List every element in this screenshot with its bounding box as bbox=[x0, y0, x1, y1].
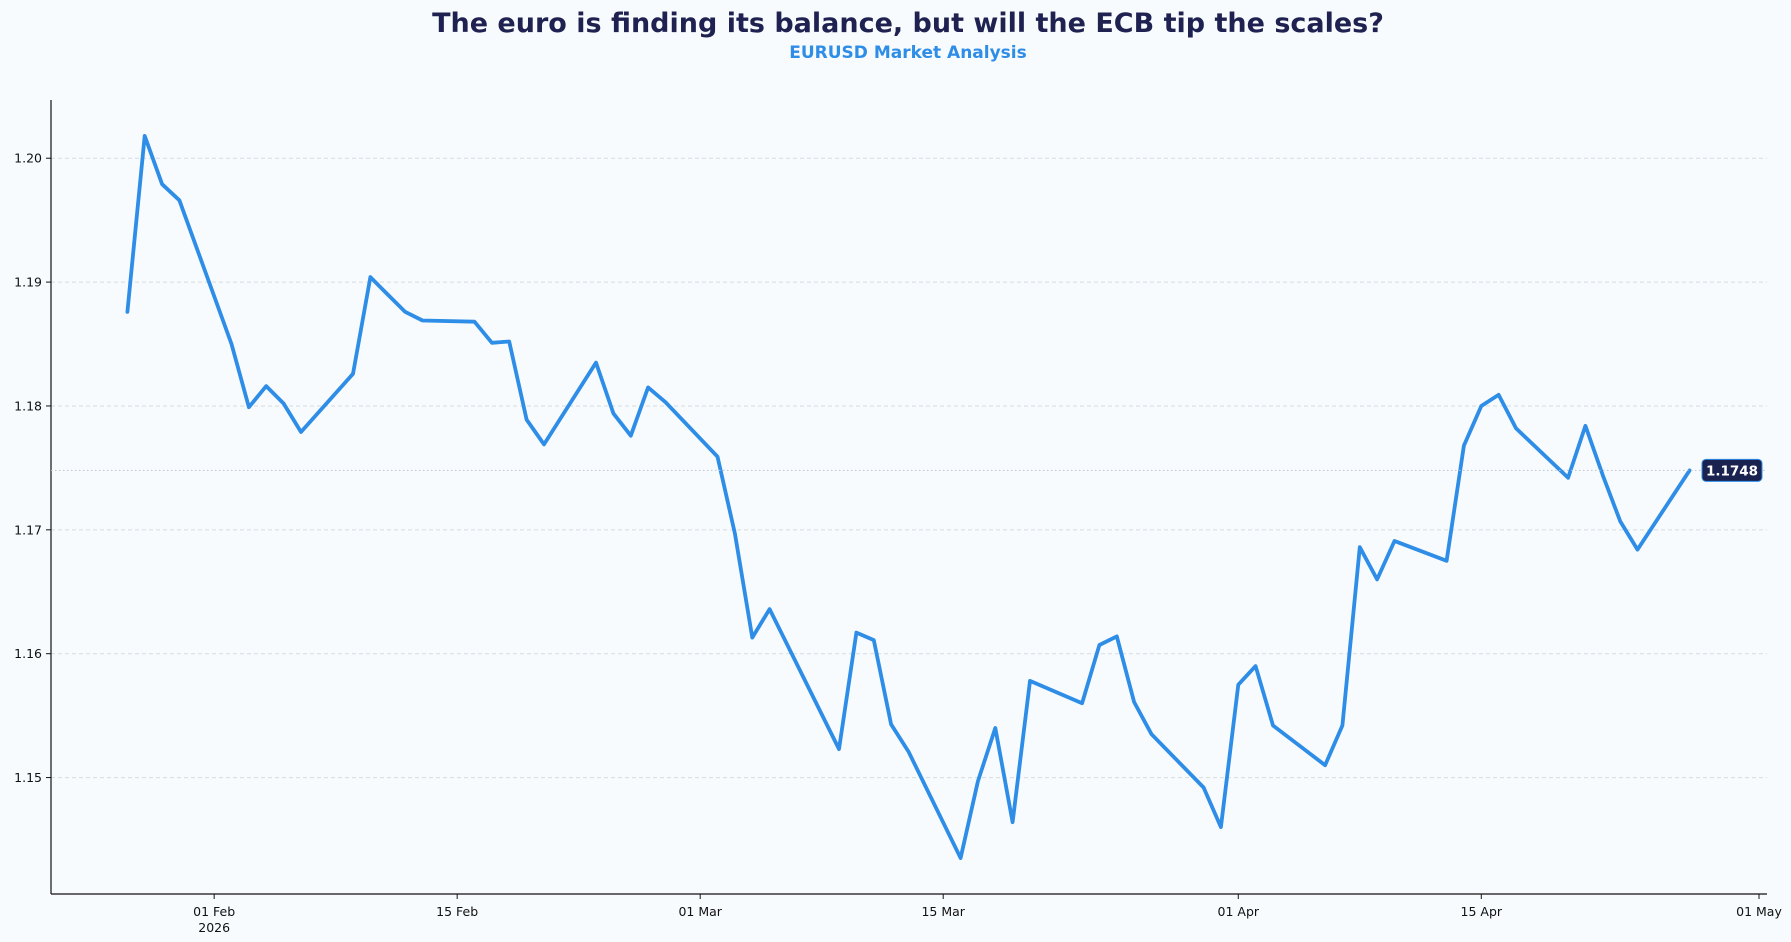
y-tick-label: 1.17 bbox=[14, 522, 42, 537]
y-tick-label: 1.19 bbox=[14, 275, 42, 290]
x-tick-label: 15 Apr bbox=[1461, 904, 1503, 919]
x-tick-label: 01 May bbox=[1736, 904, 1782, 919]
chart-title: The euro is finding its balance, but wil… bbox=[432, 8, 1384, 39]
x-tick-label: 15 Mar bbox=[921, 904, 965, 919]
chart-subtitle: EURUSD Market Analysis bbox=[789, 43, 1027, 63]
series-group bbox=[125, 133, 1692, 860]
axes bbox=[46, 100, 1767, 899]
y-tick-label: 1.15 bbox=[14, 770, 42, 785]
eurusd-line bbox=[125, 133, 1692, 860]
last-value-badge: 1.1748 bbox=[51, 458, 1767, 482]
x-tick-label: 01 Apr bbox=[1218, 904, 1260, 919]
x-tick-label: 01 Mar bbox=[678, 904, 722, 919]
x-tick-label: 01 Feb bbox=[193, 904, 235, 919]
y-tick-label: 1.20 bbox=[14, 151, 42, 166]
last-value-label: 1.1748 bbox=[1706, 463, 1758, 479]
y-tick-label: 1.18 bbox=[14, 398, 42, 413]
x-tick-year-label: 2026 bbox=[198, 920, 230, 935]
y-tick-label: 1.16 bbox=[14, 646, 42, 661]
last-value-badge-box bbox=[1701, 458, 1763, 482]
x-tick-label: 15 Feb bbox=[436, 904, 478, 919]
